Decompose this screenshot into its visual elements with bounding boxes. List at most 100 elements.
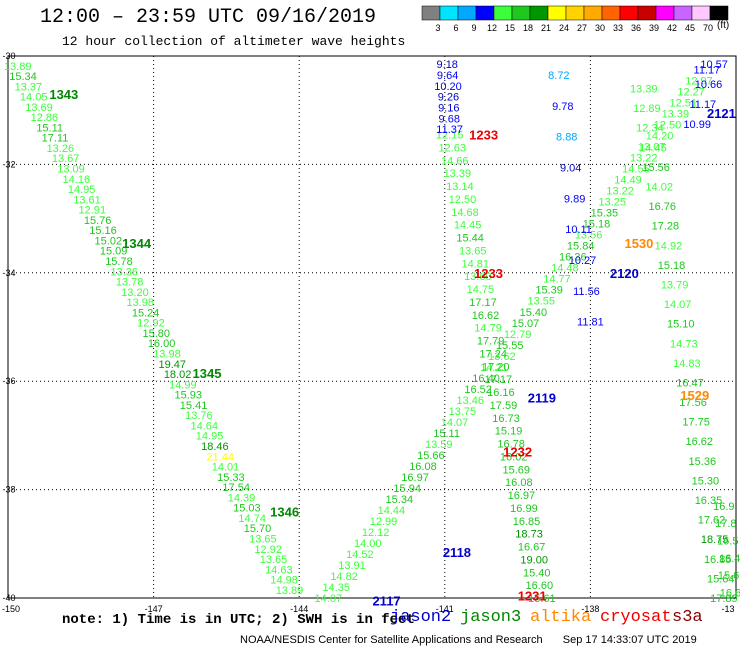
pass-number-label: 1233	[469, 128, 498, 143]
wave-height-value: 10.11	[565, 224, 592, 236]
wave-height-value: 15.10	[667, 319, 695, 331]
wave-height-value: 9.16	[438, 102, 459, 114]
legend-swatch	[691, 5, 711, 21]
legend-bin-label: 33	[613, 23, 623, 33]
wave-height-value: 12.86	[31, 112, 59, 124]
wave-height-value: 18.73	[515, 529, 543, 541]
legend-swatch	[673, 5, 693, 21]
legend-swatch	[511, 5, 531, 21]
wave-height-value: 15.07	[512, 318, 540, 330]
pass-number-label: 2121	[707, 106, 736, 121]
footer-note: note: 1) Time is in UTC; 2) SWH is in fe…	[62, 612, 415, 628]
footer-credit: NOAA/NESDIS Center for Satellite Applica…	[240, 634, 697, 646]
wave-height-value: 13.60	[464, 271, 492, 283]
legend-swatch	[439, 5, 459, 21]
wave-height-value: 13.62	[488, 351, 516, 363]
satellite-legend-jason2: jason2	[390, 608, 452, 627]
wave-height-value: 16.16	[487, 387, 515, 399]
wave-height-value: 9.64	[437, 70, 458, 82]
x-tick-label: -150	[2, 604, 20, 614]
wave-height-value: 12.15	[436, 130, 464, 142]
wave-height-value: 14.07	[315, 593, 343, 605]
wave-height-value: 18.02	[164, 369, 192, 381]
x-tick-label: -13	[721, 604, 734, 614]
wave-height-value: 13.79	[661, 279, 689, 291]
wave-height-value: 16.76	[649, 201, 677, 213]
wave-height-value: 13.59	[425, 439, 453, 451]
wave-height-value: 12.79	[504, 329, 532, 341]
wave-height-value: 14.95	[68, 184, 96, 196]
wave-height-value: 11.56	[573, 286, 600, 298]
wave-height-value: 16.97	[508, 490, 536, 502]
wave-height-value: 15.93	[174, 390, 202, 402]
credit-org: NOAA/NESDIS Center for Satellite Applica…	[240, 634, 543, 646]
wave-height-value: 16.40	[472, 373, 500, 385]
wave-height-value: 14.64	[190, 420, 218, 432]
wave-height-value: 15.84	[567, 241, 595, 253]
wave-height-value: 15.76	[84, 215, 112, 227]
wave-height-value: 17.75	[682, 417, 710, 429]
wave-height-value: 14.07	[664, 299, 692, 311]
wave-height-value: 16.67	[720, 588, 740, 600]
wave-height-value: 11.17	[694, 65, 721, 77]
legend-bin-label: 15	[505, 23, 515, 33]
wave-height-value: 17.56	[679, 397, 707, 409]
x-tick-label: -141	[436, 604, 454, 614]
wave-height-value: 15.09	[100, 246, 128, 258]
wave-height-value: 15.55	[496, 340, 524, 352]
wave-height-value: 16.52	[464, 384, 492, 396]
wave-height-value: 15.30	[692, 475, 720, 487]
wave-height-value: 15.39	[535, 285, 563, 297]
wave-height-value: 13.69	[25, 102, 53, 114]
wave-height-value: 15.44	[456, 233, 484, 245]
wave-height-value: 16.08	[409, 461, 437, 473]
wave-height-value: 13.22	[630, 153, 658, 165]
wave-height-value: 16.60	[526, 580, 554, 592]
wave-height-value: 17.11	[42, 133, 69, 145]
wave-height-value: 14.66	[441, 155, 469, 167]
wave-height-value: 19.47	[158, 359, 186, 371]
legend-bin-label: 36	[631, 23, 641, 33]
satellite-legend-s3a: s3a	[672, 608, 703, 627]
wave-height-value: 15.02	[95, 235, 123, 247]
wave-height-value: 16.85	[704, 554, 732, 566]
wave-height-value: 16.08	[505, 477, 533, 489]
wave-height-value: 13.14	[446, 181, 474, 193]
wave-height-value: 15.18	[658, 260, 686, 272]
wave-height-value: 13.37	[15, 81, 43, 93]
wave-height-value: 16.62	[472, 310, 500, 322]
wave-height-value: 13.61	[73, 194, 101, 206]
wave-height-value: 13.25	[598, 197, 626, 209]
wave-height-value: 15.35	[591, 208, 619, 220]
wave-height-value: 14.83	[673, 358, 701, 370]
wave-height-value: 15.34	[9, 71, 37, 83]
wave-height-value: 14.74	[238, 513, 266, 525]
wave-height-value: 17.24	[479, 348, 507, 360]
wave-height-value: 18.46	[201, 441, 229, 453]
y-tick-label: -30	[2, 51, 15, 61]
wave-height-value: 12.92	[254, 544, 282, 556]
legend-swatch	[529, 5, 549, 21]
wave-height-value: 10.57	[700, 59, 728, 71]
legend-units: (ft)	[717, 20, 730, 31]
wave-height-value: 14.01	[212, 462, 240, 474]
wave-height-value: 12.97	[685, 76, 713, 88]
pass-number-label: 1346	[270, 504, 299, 519]
legend-swatch	[457, 5, 477, 21]
wave-height-value: 13.98	[127, 297, 155, 309]
y-tick-label: -36	[2, 376, 15, 386]
wave-height-value: 16.67	[518, 542, 546, 554]
wave-height-value: 16.5	[717, 536, 738, 548]
wave-height-value: 14.16	[63, 174, 91, 186]
wave-height-value: 16.47	[676, 377, 704, 389]
y-tick-label: -32	[2, 159, 15, 169]
satellite-legend-jason3: jason3	[460, 608, 522, 627]
wave-height-value: 12.50	[449, 194, 477, 206]
wave-height-value: 15.64	[707, 573, 735, 585]
wave-height-value: 13.09	[57, 164, 85, 176]
wave-height-value: 10.99	[683, 119, 711, 131]
wave-height-value: 14.44	[378, 505, 406, 517]
wave-height-value: 15.70	[244, 523, 272, 535]
legend-swatch	[655, 5, 675, 21]
